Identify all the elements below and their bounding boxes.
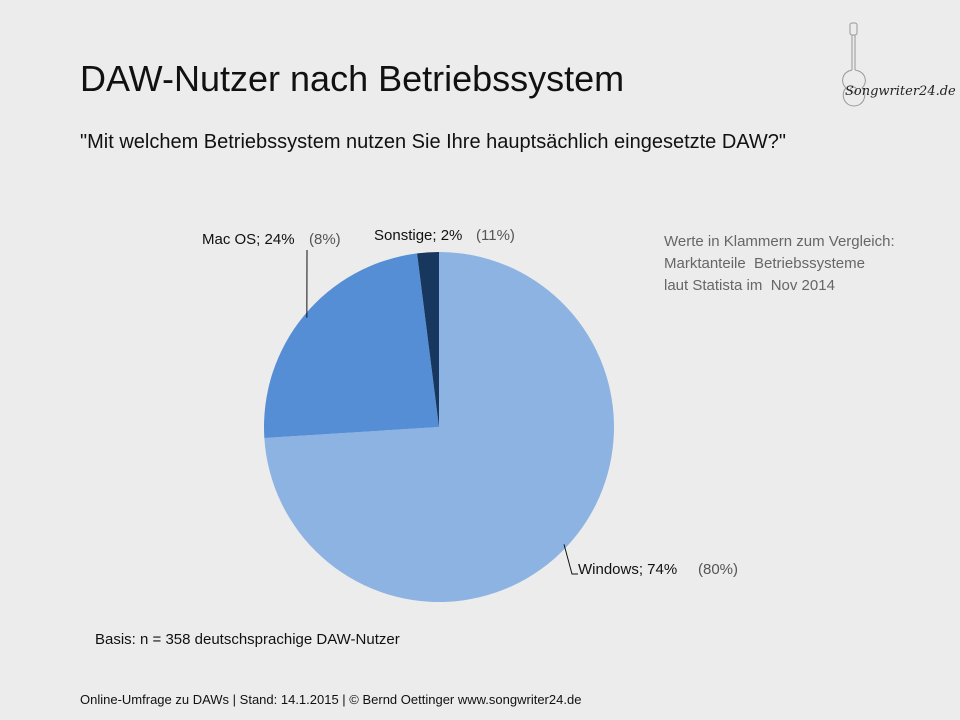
- sample-basis: Basis: n = 358 deutschsprachige DAW-Nutz…: [95, 631, 400, 648]
- slice-comparison-mac-os: (8%): [309, 231, 341, 248]
- slice-label-sonstige: Sonstige; 2%: [374, 227, 462, 244]
- pie-slice-windows: [264, 252, 614, 602]
- slice-comparison-sonstige: (11%): [476, 227, 515, 244]
- comparison-note-line: Marktanteile Betriebssysteme: [664, 255, 865, 272]
- slide-title: DAW-Nutzer nach Betriebssystem: [80, 58, 625, 99]
- comparison-note-line: Werte in Klammern zum Vergleich:: [664, 233, 895, 250]
- slice-label-mac-os: Mac OS; 24%: [202, 231, 295, 248]
- comparison-note: Werte in Klammern zum Vergleich: Marktan…: [664, 231, 895, 297]
- pie-slice-sonstige: [417, 252, 439, 427]
- guitar-logo-icon: [842, 22, 866, 107]
- slice-comparison-windows: (80%): [698, 561, 738, 578]
- footer: Online-Umfrage zu DAWs | Stand: 14.1.201…: [80, 692, 582, 707]
- slice-label-windows: Windows; 74%: [578, 561, 677, 578]
- logo-text: Songwriter24.de: [845, 84, 956, 99]
- survey-question: "Mit welchem Betriebssystem nutzen Sie I…: [80, 131, 786, 153]
- comparison-note-line: laut Statista im Nov 2014: [664, 277, 835, 294]
- leader-line-windows: [563, 544, 578, 575]
- pie-slice-mac-os: [264, 253, 439, 438]
